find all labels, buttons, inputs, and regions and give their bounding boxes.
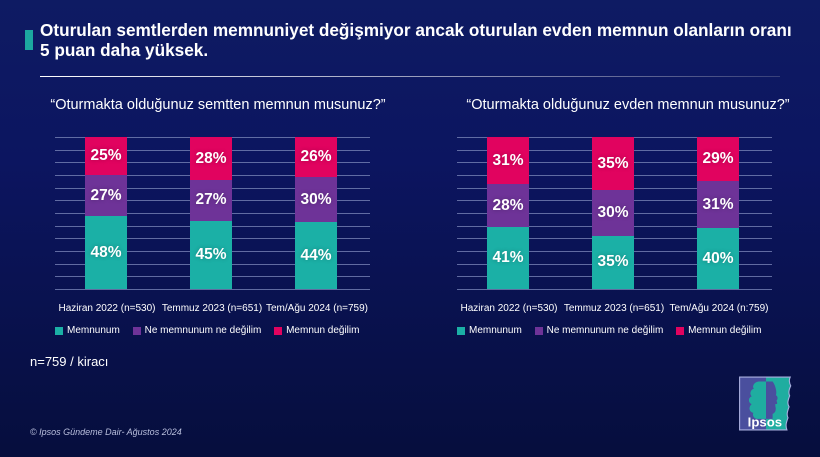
svg-text:Ipsos: Ipsos <box>748 415 782 430</box>
